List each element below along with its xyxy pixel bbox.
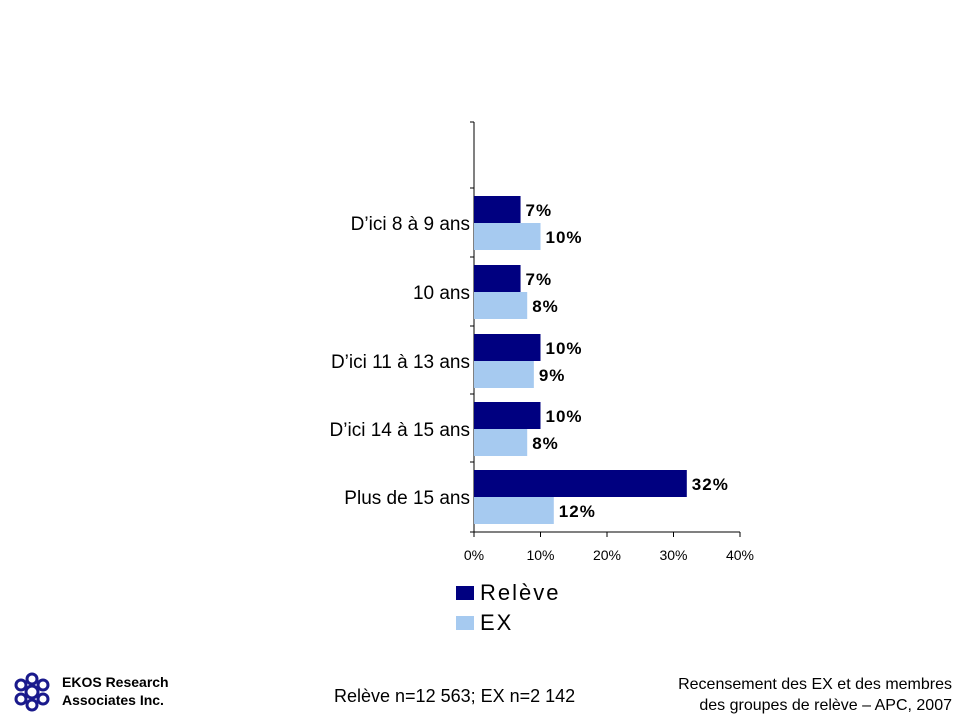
legend-item-releve: Relève (456, 578, 560, 608)
legend-label-releve: Relève (480, 580, 561, 605)
bar-releve (474, 402, 541, 429)
company-line-1: EKOS Research (62, 674, 169, 690)
legend-item-ex: EX (456, 608, 560, 638)
bar-ex (474, 497, 554, 524)
category-label: 10 ans (413, 283, 470, 304)
x-tick-label: 20% (593, 547, 621, 563)
data-label: 10% (546, 228, 583, 247)
bar-ex (474, 223, 541, 250)
legend-label-ex: EX (480, 610, 514, 635)
ekos-logo-icon (14, 672, 50, 712)
bar-releve (474, 196, 521, 223)
data-label: 8% (532, 297, 559, 316)
data-label: 8% (532, 434, 559, 453)
data-label: 12% (559, 502, 596, 521)
bar-ex (474, 429, 528, 456)
data-label: 9% (539, 366, 566, 385)
source-note: Recensement des EX et des membres des gr… (678, 674, 952, 716)
data-label: 7% (526, 201, 553, 220)
bar-releve (474, 265, 521, 292)
source-line-1: Recensement des EX et des membres (678, 676, 952, 693)
legend-swatch-releve (456, 586, 474, 600)
company-line-2: Associates Inc. (62, 692, 164, 708)
data-label: 32% (692, 475, 729, 494)
x-tick-label: 30% (659, 547, 687, 563)
company-name: EKOS Research Associates Inc. (62, 673, 169, 709)
category-label: D’ici 14 à 15 ans (330, 420, 470, 441)
bar-releve (474, 470, 687, 497)
bar-chart: 0% 10% 20% 30% 40% D’ici 8 à 9 ans 7% 10% 10 ans… (330, 121, 754, 563)
x-tick-label: 10% (526, 547, 554, 563)
data-label: 10% (546, 407, 583, 426)
legend-swatch-ex (456, 616, 474, 630)
source-line-2: des groupes de relève – APC, 2007 (699, 697, 952, 714)
bar-releve (474, 334, 541, 361)
data-label: 7% (526, 270, 553, 289)
category-label: D’ici 11 à 13 ans (331, 352, 470, 373)
x-tick-label: 0% (464, 547, 484, 563)
category-label: D’ici 8 à 9 ans (351, 214, 470, 235)
legend: Relève EX (456, 578, 560, 638)
category-label: Plus de 15 ans (344, 488, 470, 509)
sample-size-note: Relève n=12 563; EX n=2 142 (334, 686, 576, 706)
bar-ex (474, 361, 534, 388)
x-tick-label: 40% (726, 547, 754, 563)
data-label: 10% (546, 339, 583, 358)
bar-ex (474, 292, 528, 319)
